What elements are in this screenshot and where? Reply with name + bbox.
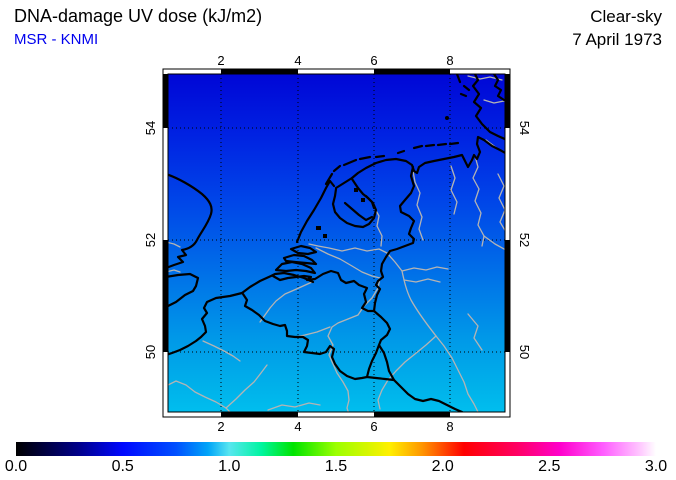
colorbar-tick-0-5: 0.5 <box>111 458 134 475</box>
coastline-england-kent <box>168 272 200 308</box>
axis-left-54: 54 <box>143 121 158 135</box>
river-hunte <box>450 165 458 215</box>
ijsselmeer-islet-2 <box>361 198 365 202</box>
noordoostpolder-dike <box>364 194 376 210</box>
axis-bottom-2: 2 <box>217 419 224 434</box>
river-weser <box>472 155 485 247</box>
axis-bottom-8: 8 <box>446 419 453 434</box>
ijsselmeer-islet-1 <box>354 188 358 192</box>
ijsselmeer-shore <box>331 177 378 229</box>
colorbar-tick-1-5: 1.5 <box>324 458 348 475</box>
axis-top-2: 2 <box>217 53 224 68</box>
river-meuse <box>315 247 381 412</box>
frame-layer <box>162 68 511 418</box>
axis-bottom-4: 4 <box>294 419 301 434</box>
coastline-layer <box>168 74 505 356</box>
axis-right-54: 54 <box>517 121 532 135</box>
river-weser-edge <box>497 173 505 232</box>
delta-island-goeree <box>289 244 318 256</box>
axis-bottom-6: 6 <box>370 419 377 434</box>
river-marne <box>267 402 321 411</box>
wadden-island-vlieland <box>332 164 342 173</box>
river-stour <box>168 241 181 248</box>
north-frisian-islands <box>455 74 471 98</box>
border-layer <box>241 165 464 412</box>
colorbar-tick-2-5: 2.5 <box>538 458 561 475</box>
colorbar-tick-2: 2.0 <box>431 458 454 475</box>
coastline-denmark-corner <box>492 74 505 102</box>
colorbar-tick-1: 1.0 <box>218 458 241 475</box>
river-thames <box>168 269 181 273</box>
east-frisian-islands <box>412 141 460 150</box>
river-ijssel <box>373 206 383 247</box>
axis-left-52: 52 <box>143 233 158 247</box>
axis-right-50: 50 <box>517 345 532 359</box>
page-subtitle: MSR - KNMI <box>14 31 99 48</box>
wadden-island-texel <box>324 172 334 186</box>
axis-right-52: 52 <box>517 233 532 247</box>
axis-top-8: 8 <box>446 53 453 68</box>
lake-blob-2 <box>323 234 327 238</box>
border-nl-de <box>372 165 416 313</box>
river-eider <box>483 99 505 104</box>
wadden-island-schiermonnikoog <box>374 154 386 159</box>
river-ruhr <box>403 278 441 283</box>
map-canvas: 2 4 6 8 2 4 6 8 54 52 50 54 52 50 <box>143 53 532 434</box>
river-seine <box>168 380 231 412</box>
delta-island-schouwen <box>282 253 318 266</box>
river-mosel <box>377 335 437 410</box>
island-heligoland <box>445 116 449 120</box>
axis-top-6: 6 <box>370 53 377 68</box>
axis-top-4: 4 <box>294 53 301 68</box>
border-be-fr <box>241 292 369 381</box>
header-right: Clear-sky 7 April 1973 <box>572 5 662 51</box>
river-oise <box>225 364 268 409</box>
axis-left-50: 50 <box>143 345 158 359</box>
uv-field <box>168 74 505 412</box>
river-scheldt <box>259 281 313 323</box>
grid-layer <box>168 74 505 412</box>
lake-blob-1 <box>316 226 321 230</box>
axis-labels: 2 4 6 8 2 4 6 8 54 52 50 54 52 50 <box>143 53 532 434</box>
islet-layer <box>316 116 449 238</box>
scenario-label: Clear-sky <box>590 7 662 26</box>
colorbar-gradient <box>16 442 656 456</box>
river-rhine <box>308 243 437 337</box>
wadden-island-terschelling <box>342 158 358 167</box>
coastline-schleswig <box>471 74 505 141</box>
island-borkum <box>396 149 406 155</box>
afsluitdijk <box>334 176 354 190</box>
colorbar-tick-0: 0.0 <box>4 458 28 475</box>
coastline-france <box>168 291 244 356</box>
river-somme <box>202 340 241 362</box>
river-lahn <box>467 313 483 351</box>
wadden-island-ameland <box>358 155 372 161</box>
border-fr-de <box>392 378 464 412</box>
houtribdijk <box>343 201 374 222</box>
page-title: DNA-damage UV dose (kJ/m2) <box>14 6 263 26</box>
colorbar-tick-3: 3.0 <box>644 458 668 475</box>
border-be-de-lux <box>365 309 396 382</box>
river-ems <box>412 170 424 241</box>
river-aller <box>483 235 505 251</box>
river-rhine-upper <box>435 335 479 412</box>
date-label: 7 April 1973 <box>572 30 662 49</box>
border-nl-be <box>271 269 376 313</box>
delta-island-walcheren <box>274 260 317 275</box>
river-lippe <box>401 266 449 272</box>
coastline-england-norfolk <box>168 173 213 269</box>
coastline-holland-west <box>295 179 336 244</box>
coastline-wadden-german <box>350 135 505 180</box>
